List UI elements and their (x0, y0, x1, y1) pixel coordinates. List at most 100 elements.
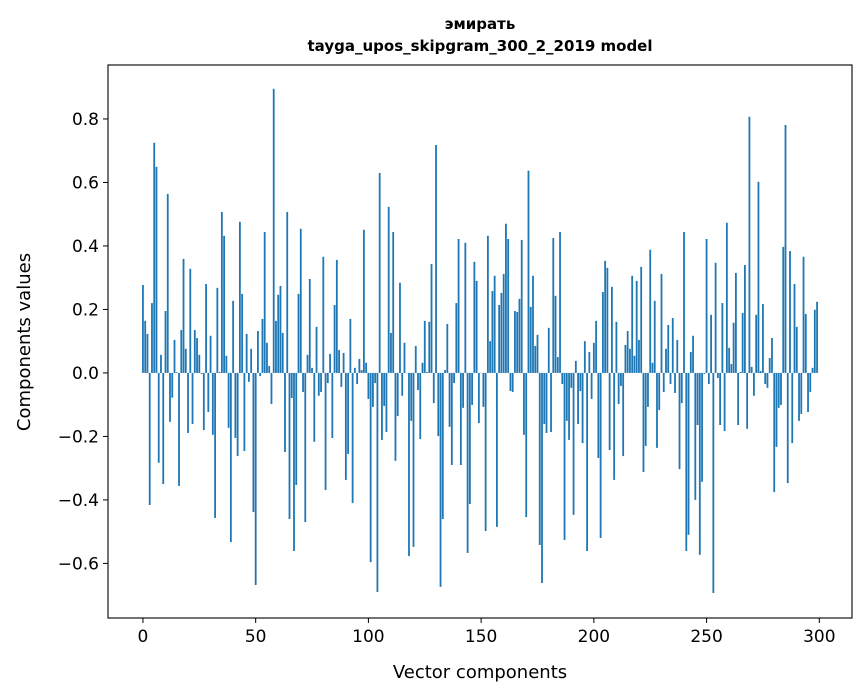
bar-component-248 (701, 372, 703, 482)
bar-component-130 (435, 144, 437, 373)
bar-component-183 (554, 295, 557, 373)
bar-component-31 (211, 372, 214, 435)
bar-component-53 (261, 318, 264, 373)
bar-component-39 (229, 372, 232, 543)
bar-component-145 (468, 372, 471, 505)
x-tick-label: 200 (578, 627, 610, 647)
bar-component-238 (678, 372, 681, 470)
bar-component-272 (755, 314, 758, 373)
bar-component-110 (390, 332, 392, 373)
bar-component-109 (387, 206, 390, 373)
bar-component-234 (669, 372, 672, 385)
bar-component-92 (349, 318, 352, 373)
bar-component-159 (500, 292, 503, 373)
bar-component-32 (214, 372, 216, 519)
bar-component-170 (525, 372, 528, 518)
bar-component-168 (520, 239, 523, 373)
bar-component-134 (444, 370, 446, 373)
bar-component-98 (362, 229, 365, 373)
bar-component-163 (509, 372, 512, 392)
bar-component-66 (290, 372, 293, 399)
bar-component-101 (369, 372, 372, 563)
bar-component-104 (376, 372, 379, 592)
bar-component-162 (507, 238, 510, 373)
bar-component-172 (529, 306, 532, 373)
bar-component-86 (335, 259, 338, 373)
y-tick-label: 0.8 (72, 110, 99, 130)
bar-component-243 (689, 351, 692, 373)
x-axis-ticks: 0 50 100 150 200 250 300 (138, 618, 836, 647)
bar-component-261 (730, 364, 733, 373)
bar-component-222 (642, 372, 645, 472)
bar-component-85 (333, 304, 336, 373)
bar-component-116 (403, 342, 406, 373)
bar-component-276 (764, 372, 767, 385)
bar-component-124 (421, 362, 424, 373)
bar-component-226 (651, 362, 654, 373)
bar-component-263 (734, 272, 737, 373)
bar-component-48 (250, 348, 253, 373)
bar-component-194 (579, 372, 582, 392)
bar-component-19 (184, 348, 187, 373)
bar-component-201 (595, 320, 598, 373)
bar-component-16 (178, 372, 180, 486)
bar-component-52 (259, 372, 262, 377)
bar-component-282 (777, 372, 780, 408)
bar-component-295 (807, 372, 809, 412)
bar-component-74 (308, 278, 311, 373)
bar-component-94 (353, 367, 356, 373)
bar-component-290 (795, 326, 798, 373)
bar-component-38 (227, 372, 230, 428)
bar-component-165 (514, 311, 516, 373)
bar-component-256 (719, 372, 722, 425)
bar-component-294 (804, 313, 807, 373)
bar-component-180 (547, 327, 550, 373)
bar-component-33 (216, 287, 219, 373)
bar-component-291 (798, 372, 800, 421)
bar-component-269 (748, 116, 751, 373)
bar-component-191 (572, 372, 575, 515)
bar-component-283 (780, 372, 782, 405)
bar-component-114 (399, 282, 401, 373)
bar-component-42 (236, 372, 239, 457)
bar-component-68 (295, 372, 298, 485)
bar-component-284 (782, 246, 785, 373)
bar-component-236 (674, 372, 676, 393)
bar-component-102 (372, 372, 374, 407)
bar-component-228 (656, 372, 658, 448)
bar-component-206 (606, 267, 609, 373)
bar-component-155 (491, 291, 494, 373)
bar-component-266 (741, 312, 744, 373)
y-tick-label: −0.4 (58, 491, 99, 511)
bar-component-15 (175, 372, 178, 373)
bars (142, 88, 818, 593)
bar-component-175 (536, 334, 539, 373)
bar-component-79 (320, 372, 322, 392)
bar-component-1 (144, 320, 147, 373)
bar-component-156 (493, 275, 496, 373)
bar-component-202 (597, 372, 600, 459)
bar-component-193 (577, 372, 579, 425)
bar-component-210 (615, 321, 618, 373)
bar-component-82 (326, 372, 329, 384)
x-tick-label: 100 (352, 627, 384, 647)
bar-component-177 (541, 372, 543, 584)
bar-component-279 (771, 338, 773, 373)
bar-component-288 (791, 372, 794, 444)
bar-component-47 (248, 372, 250, 382)
bar-component-118 (408, 372, 410, 557)
bar-component-27 (202, 372, 205, 431)
bar-component-40 (232, 300, 235, 373)
bar-component-296 (809, 372, 812, 392)
x-tick-label: 300 (803, 627, 835, 647)
bar-component-46 (245, 333, 248, 373)
bar-component-205 (604, 260, 607, 373)
y-axis-label: Components values (14, 253, 35, 431)
bar-component-218 (633, 355, 636, 373)
bar-component-152 (484, 372, 487, 532)
bar-component-90 (344, 372, 347, 480)
bar-component-225 (649, 249, 652, 373)
x-tick-label: 150 (465, 627, 497, 647)
bar-component-164 (511, 372, 514, 392)
